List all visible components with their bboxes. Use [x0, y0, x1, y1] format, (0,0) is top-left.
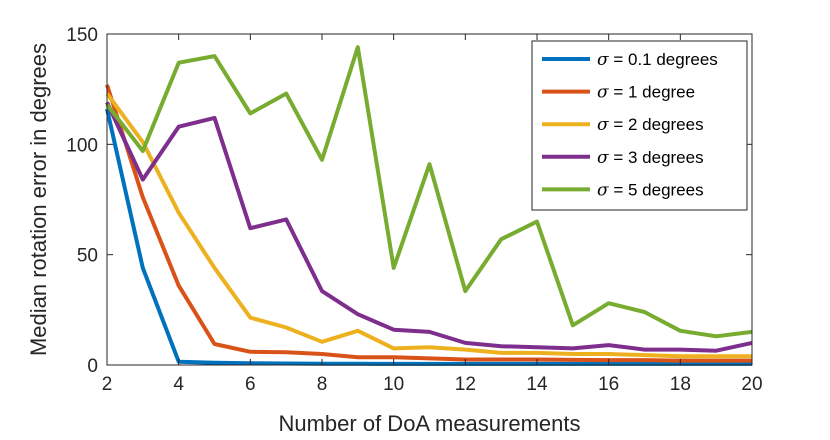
x-tick-label: 20 [741, 374, 762, 395]
x-tick-label: 2 [102, 374, 113, 395]
x-tick-label: 8 [317, 374, 328, 395]
legend-label-0: σ = 0.1 degrees [597, 50, 718, 70]
series-line-3 [105, 101, 753, 353]
series-layer [105, 45, 753, 366]
legend-label-3: σ = 3 degrees [597, 148, 704, 168]
x-tick-label: 12 [455, 374, 476, 395]
y-tick-label: 100 [66, 135, 98, 156]
tick-layer: 2 4 6 8 10 12 14 16 18 20 0 50 100 150 [66, 25, 762, 395]
x-tick-label: 14 [526, 374, 548, 395]
y-tick-label: 50 [77, 246, 98, 267]
y-tick-label: 0 [87, 356, 98, 377]
legend-label-4: σ = 5 degrees [597, 180, 704, 200]
series-line-2 [105, 92, 752, 359]
legend-label-1: σ = 1 degree [597, 83, 695, 103]
legend: σ = 0.1 degrees σ = 1 degree σ = 2 degrees… [531, 40, 748, 211]
plot-border [106, 33, 753, 366]
series-line-1 [105, 84, 752, 363]
series-line-4 [105, 45, 753, 339]
x-axis-title: Number of DoA measurements [278, 411, 580, 436]
x-tick-label: 4 [173, 374, 184, 395]
y-tick-label: 150 [66, 25, 98, 46]
y-axis-title: Median rotation error in degrees [26, 43, 51, 356]
x-tick-label: 6 [245, 374, 256, 395]
x-tick-label: 18 [670, 374, 691, 395]
x-tick-label: 16 [598, 374, 619, 395]
legend-label-2: σ = 2 degrees [597, 115, 704, 135]
x-tick-label: 10 [383, 374, 404, 395]
series-line-0 [105, 108, 752, 366]
